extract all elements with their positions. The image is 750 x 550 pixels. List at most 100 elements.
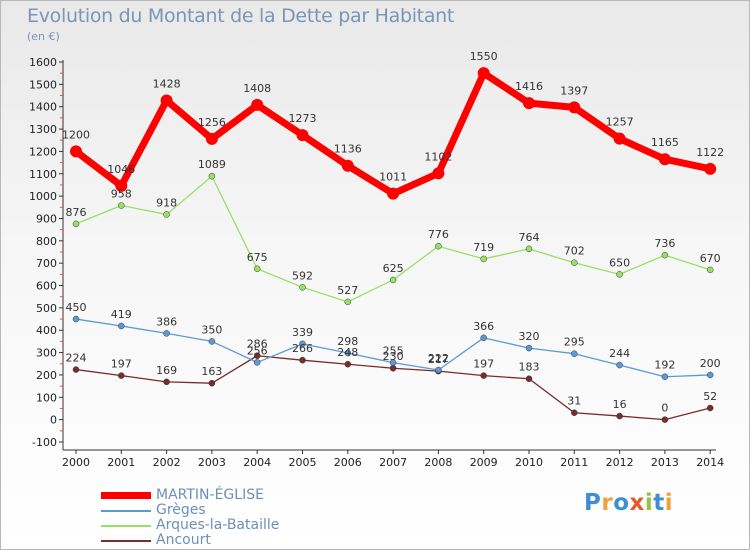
y-tick-label: 800 xyxy=(36,235,57,248)
data-label: 169 xyxy=(156,364,177,377)
data-point xyxy=(706,266,714,274)
data-label: 527 xyxy=(337,284,358,297)
data-point xyxy=(571,259,578,266)
data-label: 1416 xyxy=(515,80,543,93)
data-label: 295 xyxy=(564,336,585,349)
x-tick-label: 2009 xyxy=(470,456,498,469)
data-point xyxy=(299,356,306,364)
data-label: 1257 xyxy=(606,116,634,129)
y-tick-label: 1600 xyxy=(29,56,57,69)
data-point xyxy=(72,315,80,323)
data-point xyxy=(661,373,669,380)
data-label: 1256 xyxy=(198,116,226,129)
data-label: 650 xyxy=(609,256,630,269)
data-point xyxy=(118,202,125,209)
data-label: 286 xyxy=(247,338,268,351)
data-label: 1550 xyxy=(470,50,498,63)
y-tick-label: 0 xyxy=(50,414,57,427)
data-label: 450 xyxy=(66,301,87,314)
data-point xyxy=(251,98,264,111)
data-label: 958 xyxy=(111,188,132,201)
y-tick-label: 400 xyxy=(36,324,57,337)
data-point xyxy=(208,379,216,387)
data-point xyxy=(658,153,671,166)
data-label: 52 xyxy=(703,390,717,403)
data-point xyxy=(389,359,397,366)
x-tick-label: 2001 xyxy=(107,456,135,469)
y-tick-label: 1400 xyxy=(29,101,57,114)
legend-label: MARTIN-ÉGLISE xyxy=(156,487,264,503)
x-tick-label: 2004 xyxy=(243,456,271,469)
x-tick-label: 2002 xyxy=(153,456,181,469)
data-label: 1200 xyxy=(62,128,90,141)
data-point xyxy=(706,404,714,412)
y-tick-label: 600 xyxy=(36,280,57,293)
y-tick-label: 300 xyxy=(36,347,57,360)
legend-label: Arques-la-Bataille xyxy=(156,517,280,533)
data-point xyxy=(616,271,623,278)
y-tick-label: 1300 xyxy=(29,123,57,136)
data-point xyxy=(344,360,352,368)
data-label: 592 xyxy=(292,269,313,282)
data-point xyxy=(480,255,487,263)
y-tick-label: 1200 xyxy=(29,145,57,158)
data-point xyxy=(208,338,216,345)
data-label: 1408 xyxy=(243,82,271,95)
x-tick-label: 2006 xyxy=(334,456,362,469)
data-point xyxy=(389,364,397,372)
data-label: 266 xyxy=(292,342,313,355)
legend-swatch xyxy=(101,492,151,499)
data-label: 702 xyxy=(564,245,585,258)
data-point xyxy=(118,322,125,330)
data-point xyxy=(387,187,400,200)
data-point xyxy=(435,366,442,374)
data-label: 16 xyxy=(613,398,627,411)
data-point xyxy=(163,378,170,386)
data-point xyxy=(72,366,80,373)
data-point xyxy=(299,284,306,291)
data-point xyxy=(661,251,669,259)
x-tick-label: 2007 xyxy=(379,456,407,469)
data-point xyxy=(525,344,533,352)
data-label: 876 xyxy=(66,206,87,219)
data-label: 1273 xyxy=(289,112,317,125)
data-label: 776 xyxy=(428,228,449,241)
legend-label: Ancourt xyxy=(156,532,211,548)
data-label: 1046 xyxy=(107,163,135,176)
data-label: 1089 xyxy=(198,158,226,171)
data-label: 230 xyxy=(383,350,404,363)
data-label: 366 xyxy=(473,320,494,333)
x-tick-label: 2003 xyxy=(198,456,226,469)
data-point xyxy=(435,242,442,250)
data-label: 675 xyxy=(247,251,268,264)
data-point xyxy=(706,371,714,379)
data-point xyxy=(704,162,717,175)
data-label: 1122 xyxy=(696,146,724,159)
data-point xyxy=(523,97,535,110)
data-point xyxy=(480,334,487,342)
data-label: 350 xyxy=(201,323,222,336)
data-point xyxy=(477,67,490,80)
y-tick-label: 200 xyxy=(36,369,57,382)
data-point xyxy=(525,245,533,253)
data-label: 1011 xyxy=(379,171,407,184)
y-tick-label: 500 xyxy=(36,302,57,315)
data-label: 197 xyxy=(111,358,132,371)
data-label: 625 xyxy=(383,262,404,275)
data-label: 1136 xyxy=(334,143,362,156)
legend-swatch xyxy=(101,525,151,527)
legend-swatch xyxy=(101,510,151,512)
data-label: 0 xyxy=(661,402,668,415)
data-point xyxy=(432,167,445,180)
data-label: 736 xyxy=(654,237,675,250)
data-label: 217 xyxy=(428,353,449,366)
data-point xyxy=(344,298,352,306)
data-point xyxy=(118,372,125,379)
y-tick-label: 900 xyxy=(36,212,57,225)
data-label: 1397 xyxy=(560,84,588,97)
data-label: 183 xyxy=(519,361,540,374)
data-label: 31 xyxy=(567,395,581,408)
y-tick-label: 1000 xyxy=(29,190,57,203)
data-point xyxy=(163,330,170,337)
proxiti-logo: Proxiti xyxy=(584,490,674,516)
